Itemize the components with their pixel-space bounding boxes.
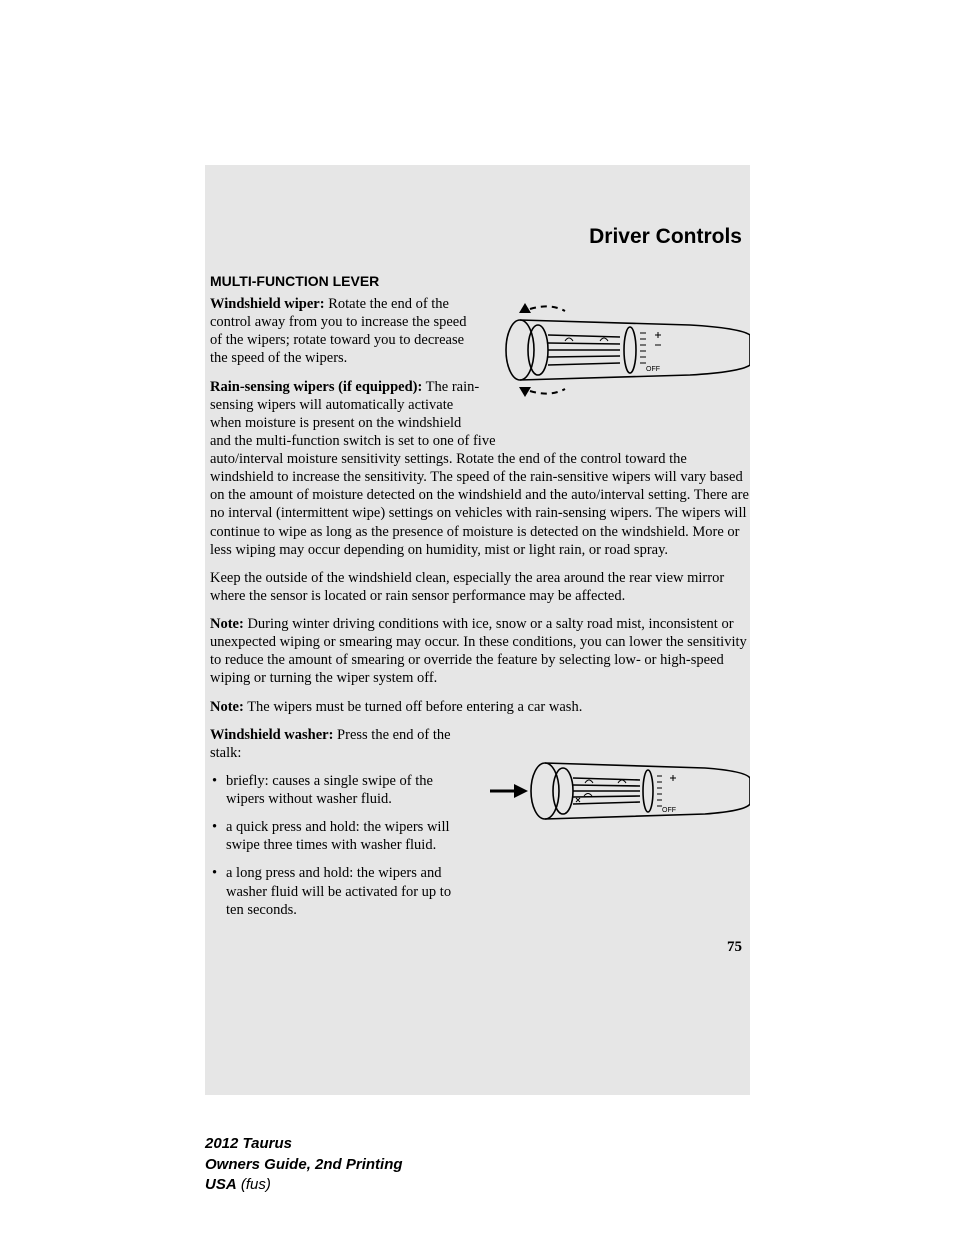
rain-label: Rain-sensing wipers (if equipped): <box>210 379 422 395</box>
wiper-stalk-press-figure: OFF <box>490 746 750 841</box>
footer-line2: Owners Guide, 2nd Printing <box>205 1155 403 1175</box>
note2-paragraph: Note: The wipers must be turned off befo… <box>210 698 750 716</box>
footer: 2012 Taurus Owners Guide, 2nd Printing U… <box>205 1134 403 1195</box>
footer-line3b: (fus) <box>237 1176 271 1193</box>
washer-list: briefly: causes a single swipe of the wi… <box>210 772 470 919</box>
svg-text:OFF: OFF <box>646 366 660 373</box>
keep-clean-paragraph: Keep the outside of the windshield clean… <box>210 569 750 605</box>
footer-line3: USA (fus) <box>205 1175 403 1195</box>
washer-block: OFF Windshield washer: Press the end of … <box>210 726 750 929</box>
list-item: a quick press and hold: the wipers will … <box>210 818 470 854</box>
note1-label: Note: <box>210 616 244 632</box>
note2-label: Note: <box>210 699 244 715</box>
section-title: MULTI-FUNCTION LEVER <box>210 273 750 289</box>
footer-line1: 2012 Taurus <box>205 1134 403 1154</box>
page-content: Driver Controls MULTI-FUNCTION LEVER <box>210 225 750 956</box>
note2-body: The wipers must be turned off before ent… <box>244 699 582 715</box>
footer-line3a: USA <box>205 1176 237 1193</box>
list-item: a long press and hold: the wipers and wa… <box>210 864 470 918</box>
washer-label: Windshield washer: <box>210 727 333 743</box>
wiper-stalk-rotate-figure: OFF <box>490 295 750 410</box>
rain-paragraph-full: auto/interval moisture sensitivity setti… <box>210 450 750 559</box>
wiper-label: Windshield wiper: <box>210 296 325 312</box>
chapter-title: Driver Controls <box>210 225 750 249</box>
svg-text:OFF: OFF <box>662 807 676 814</box>
note1-paragraph: Note: During winter driving conditions w… <box>210 615 750 688</box>
washer-paragraph: Windshield washer: Press the end of the … <box>210 726 470 762</box>
note1-body: During winter driving conditions with ic… <box>210 616 747 686</box>
list-item: briefly: causes a single swipe of the wi… <box>210 772 470 808</box>
wiper-block: OFF Windshield wiper: Rotate the end of … <box>210 295 750 450</box>
page-number: 75 <box>210 939 750 956</box>
